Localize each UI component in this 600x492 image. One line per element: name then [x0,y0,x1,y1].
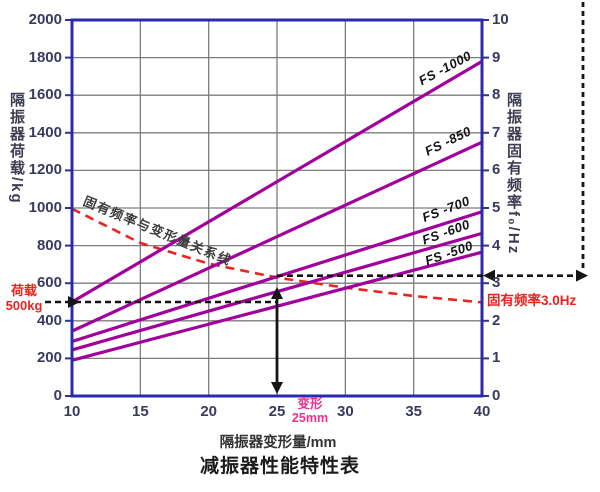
load-500kg-annotation: 荷载 500kg [1,283,47,313]
frequency-arrowhead-left [483,269,495,282]
load-guide-arrowhead [68,296,80,308]
y-left-tick-label-2000: 2000 [28,11,62,28]
load-annotation-line1: 荷载 [10,283,37,298]
deformation-25mm-annotation: 变形 25mm [290,397,330,425]
y-right-tick-label-1: 1 [492,349,501,367]
x-tick-label-20: 20 [200,403,217,420]
x-tick-label-30: 30 [336,403,354,420]
deform-annotation-line2: 25mm [291,411,329,425]
y-right-tick-label-0: 0 [492,387,501,404]
y-left-tick-label-200: 200 [36,349,62,367]
y-left-axis-title: 隔振器荷载/kg [8,92,25,205]
y-right-tick-label-8: 8 [492,86,501,104]
x-tick-label-25: 25 [268,403,286,420]
load-annotation-line2: 500kg [5,298,43,313]
y-right-tick-label-6: 6 [492,161,501,179]
y-right-tick-label-3: 3 [492,274,501,292]
x-axis-title: 隔振器变形量/mm [219,435,337,451]
y-left-tick-label-800: 800 [36,236,62,254]
y-right-tick-label-2: 2 [492,311,501,329]
y-left-tick-label-1800: 1800 [28,48,62,66]
deformation-arrowhead-down [271,382,283,394]
x-tick-label-15: 15 [131,403,149,420]
y-left-tick-label-1400: 1400 [28,123,62,141]
frequency-arrowhead-right [576,269,588,282]
y-right-tick-label-4: 4 [492,236,501,254]
y-right-axis-title: 隔振器固有频率f₀/Hz [505,92,522,256]
y-right-tick-label-10: 10 [492,11,509,28]
y-left-tick-label-400: 400 [36,311,62,329]
y-left-tick-label-600: 600 [36,274,62,292]
natural-frequency-annotation: 固有频率3.0Hz [487,293,577,308]
y-left-tick-label-1600: 1600 [28,86,62,104]
y-left-tick-label-0: 0 [53,387,62,404]
deform-annotation-line1: 变形 [297,397,323,411]
y-left-tick-label-1000: 1000 [28,199,62,216]
y-right-tick-label-9: 9 [492,48,501,66]
x-tick-label-35: 35 [405,403,422,420]
y-right-tick-label-5: 5 [492,199,501,216]
series-line-fs-850 [71,140,483,333]
series-line-fs-1000 [71,59,483,304]
y-right-tick-label-7: 7 [492,123,501,141]
x-tick-label-40: 40 [473,403,491,420]
chart-title: 减振器性能特性表 [199,456,360,477]
x-tick-label-10: 10 [63,403,81,420]
deformation-arrowhead-up [271,286,283,299]
plot-frame [70,18,484,398]
y-left-tick-label-1200: 1200 [28,161,62,179]
